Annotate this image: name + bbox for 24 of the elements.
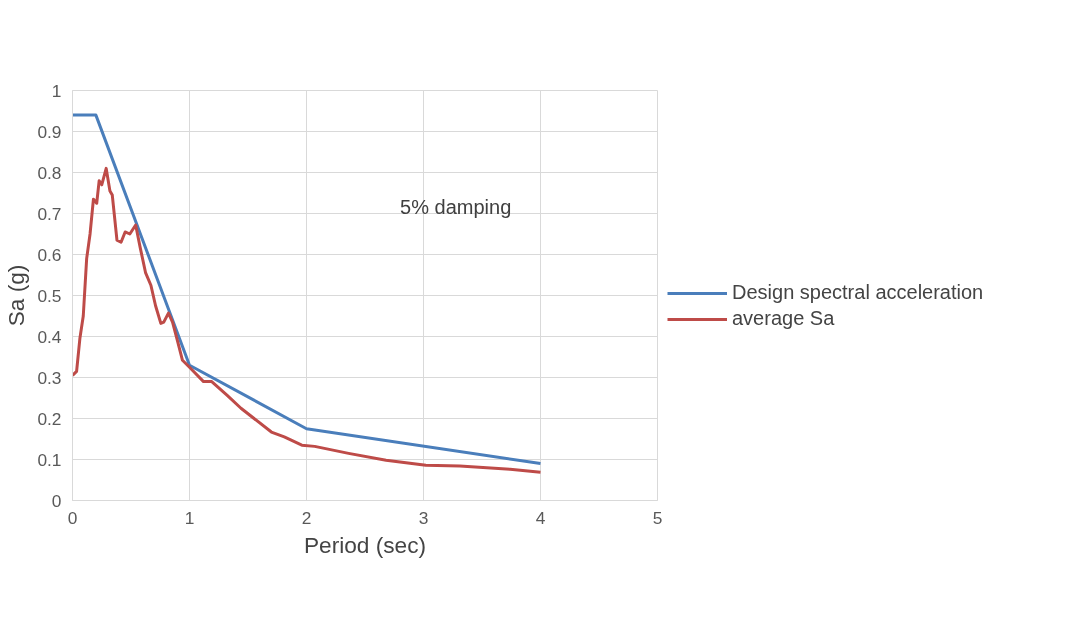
x-axis-title: Period (sec) (303, 531, 427, 558)
x-tick-label: 3 (418, 507, 429, 528)
x-tick-label: 2 (301, 507, 312, 528)
y-tick-label: 0.2 (37, 408, 62, 429)
y-tick-label: 0 (51, 490, 62, 511)
x-tick-label: 4 (535, 507, 546, 528)
y-tick-label: 0.5 (37, 285, 62, 306)
y-tick-label: 0.8 (37, 162, 62, 183)
legend-label: Design spectral acceleration (732, 281, 984, 304)
line-series (72, 166, 542, 474)
y-tick-label: 0.7 (37, 203, 62, 224)
x-tick-label: 1 (184, 507, 195, 528)
line-series (72, 113, 542, 466)
legend-label: average Sa (732, 307, 835, 330)
y-tick-label: 1 (51, 80, 62, 101)
x-tick-label: 0 (67, 507, 78, 528)
y-tick-label: 0.4 (37, 326, 62, 347)
y-tick-label: 0.9 (37, 121, 62, 142)
y-tick-label: 0.3 (37, 367, 62, 388)
annotation: 5% damping (400, 195, 512, 218)
x-tick-label: 5 (652, 507, 663, 528)
y-tick-label: 0.6 (37, 244, 62, 265)
y-tick-label: 0.1 (37, 449, 62, 470)
y-axis-title: Sa (g) (3, 264, 30, 327)
